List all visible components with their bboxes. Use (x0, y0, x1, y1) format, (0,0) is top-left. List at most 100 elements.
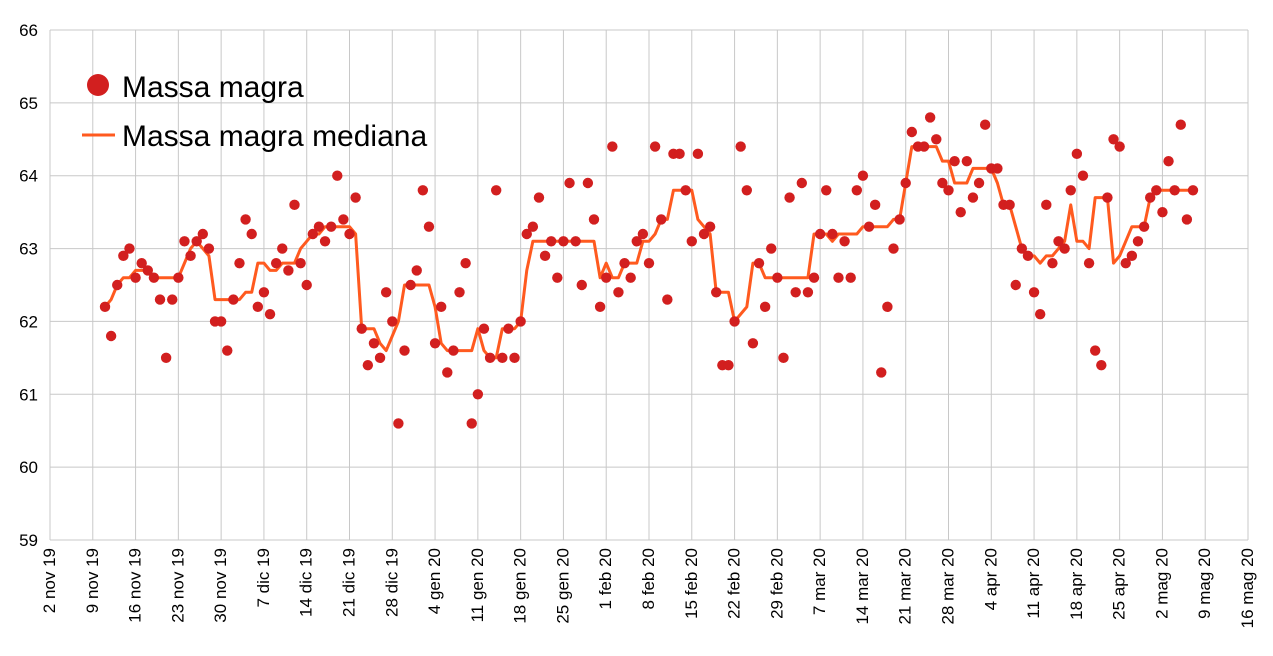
data-point (356, 323, 367, 334)
data-point (656, 214, 667, 225)
data-point (1010, 279, 1021, 291)
x-tick-label: 29 feb 20 (767, 548, 786, 619)
data-point (876, 367, 887, 378)
data-point (497, 352, 508, 364)
data-point (99, 301, 111, 313)
data-point (546, 236, 557, 247)
y-tick-label: 63 (19, 240, 38, 259)
data-point (619, 257, 630, 269)
data-point (435, 301, 447, 313)
data-point (723, 359, 734, 371)
data-point (680, 185, 691, 196)
x-tick-label: 16 mag 20 (1238, 548, 1257, 628)
data-point (484, 352, 496, 364)
data-point (814, 228, 826, 240)
data-point (625, 272, 636, 283)
data-point (429, 338, 441, 349)
data-point (160, 352, 172, 364)
y-tick-label: 60 (19, 458, 38, 477)
data-point (167, 294, 178, 305)
data-point (1096, 359, 1107, 371)
x-tick-label: 30 nov 19 (211, 548, 230, 623)
data-point (931, 134, 942, 145)
data-point (130, 272, 141, 283)
data-point (454, 287, 465, 298)
data-point (1004, 199, 1015, 211)
data-point (301, 279, 312, 291)
data-point (539, 250, 551, 262)
x-tick-label: 11 apr 20 (1024, 548, 1043, 619)
median-line-path (103, 145, 1193, 360)
y-tick-label: 65 (19, 94, 38, 113)
data-point (747, 338, 759, 349)
data-point (955, 206, 966, 218)
legend-label-line: Massa magra mediana (122, 120, 427, 153)
x-tick-label: 18 gen 20 (511, 548, 530, 624)
x-tick-label: 16 nov 19 (126, 548, 145, 623)
data-point (1022, 250, 1034, 262)
data-point (1041, 199, 1052, 211)
data-point (851, 185, 863, 196)
data-point (1169, 185, 1180, 196)
x-tick-label: 4 gen 20 (425, 548, 444, 614)
data-point (894, 214, 905, 225)
data-point (154, 294, 166, 305)
data-point (380, 287, 392, 298)
data-point (967, 192, 979, 203)
data-point (772, 272, 783, 283)
data-point (319, 236, 331, 247)
data-point (1145, 192, 1156, 203)
data-point (283, 265, 294, 276)
data-point (784, 192, 795, 203)
y-tick-label: 61 (19, 385, 38, 404)
x-tick-label: 21 dic 19 (340, 548, 359, 617)
data-point (478, 323, 490, 334)
data-point (924, 112, 936, 123)
series-median-line (103, 145, 1193, 360)
data-point (607, 141, 618, 152)
data-point (1108, 134, 1119, 145)
y-tick-label: 59 (19, 531, 38, 550)
data-point (766, 243, 777, 254)
data-point (289, 199, 300, 211)
data-point (863, 221, 875, 232)
data-point (411, 265, 422, 276)
data-point (1034, 308, 1046, 320)
data-point (1053, 236, 1064, 247)
data-point (613, 287, 624, 298)
data-point (790, 287, 801, 298)
data-point (533, 192, 545, 203)
data-point (350, 192, 361, 203)
data-point (362, 359, 374, 371)
x-axis-ticks: 2 nov 19 9 nov 19 16 nov 19 23 nov 19 30 nov… (40, 548, 1257, 628)
data-point (973, 177, 985, 189)
data-point (124, 243, 135, 254)
data-point (1077, 170, 1089, 181)
data-point (698, 228, 710, 240)
data-point (490, 185, 502, 196)
data-point (711, 287, 722, 298)
data-point (631, 236, 642, 247)
data-point (759, 301, 771, 313)
data-point (949, 155, 960, 167)
x-tick-label: 11 gen 20 (468, 548, 487, 622)
data-point (1138, 221, 1150, 232)
data-point (674, 148, 685, 160)
data-point (692, 148, 704, 160)
data-point (1151, 185, 1162, 196)
data-point (857, 170, 869, 181)
x-tick-label: 7 dic 19 (254, 548, 273, 608)
x-tick-label: 28 mar 20 (939, 548, 958, 625)
data-point (527, 221, 539, 232)
data-point (576, 279, 587, 291)
x-tick-label: 25 apr 20 (1110, 548, 1129, 620)
data-point (112, 279, 123, 291)
data-point (295, 257, 306, 269)
data-point (845, 272, 856, 283)
data-point (741, 185, 752, 196)
x-tick-label: 2 nov 19 (40, 548, 59, 613)
data-point (1016, 243, 1028, 254)
data-point (442, 367, 453, 378)
data-point (918, 141, 930, 152)
